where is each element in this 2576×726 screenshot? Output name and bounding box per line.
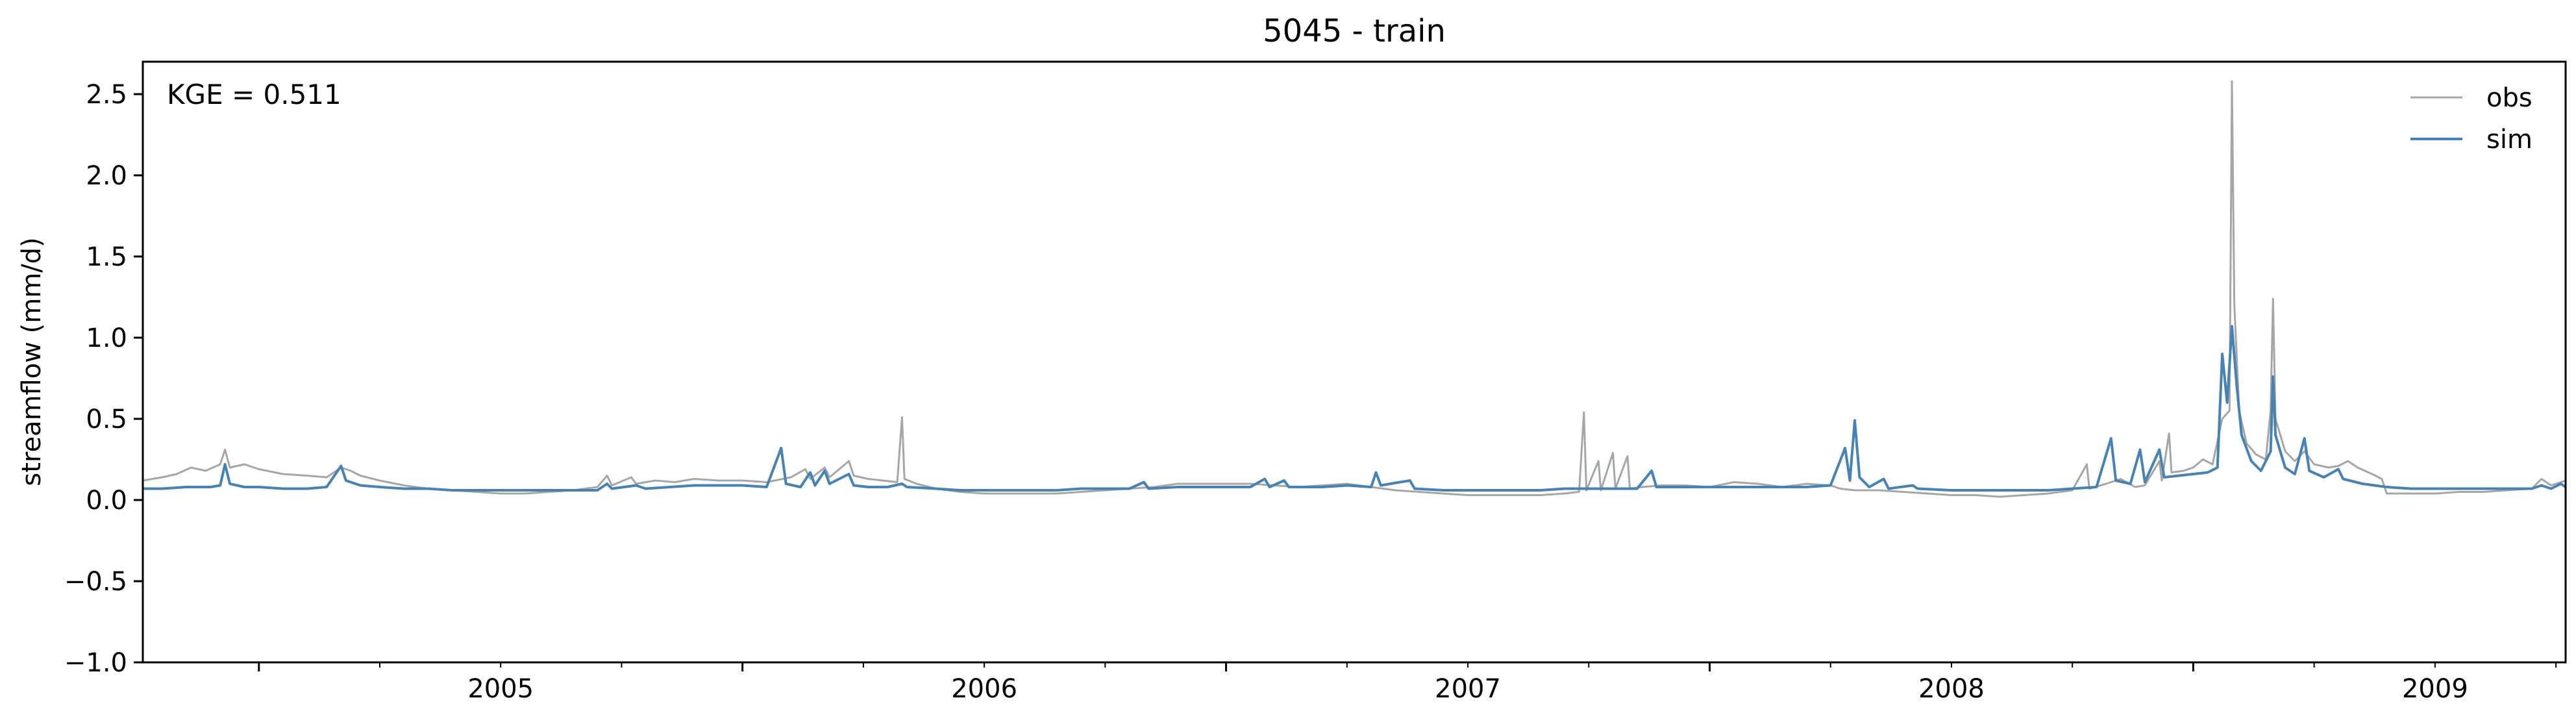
y-tick-label: 2.5 [86, 80, 127, 110]
legend-label-sim: sim [2486, 125, 2533, 155]
series-group [143, 80, 2566, 498]
y-tick-label: 1.0 [86, 323, 127, 353]
x-tick-label: 2005 [467, 674, 534, 704]
y-tick-label: −1.0 [64, 648, 127, 678]
y-axis-title: streamflow (mm/d) [17, 237, 47, 486]
chart-title: 5045 - train [1263, 13, 1446, 49]
x-tick-label: 2006 [951, 674, 1017, 704]
y-tick-label: −0.5 [64, 567, 127, 597]
x-tick-label: 2008 [1918, 674, 1985, 704]
x-tick-label: 2009 [2402, 674, 2468, 704]
kge-annotation: KGE = 0.511 [167, 79, 341, 110]
y-tick-label: 0.0 [86, 486, 127, 516]
series-line-obs [143, 80, 2566, 498]
x-tick-label: 2007 [1435, 674, 1501, 704]
plot-frame [142, 60, 2567, 664]
legend-label-obs: obs [2486, 83, 2533, 113]
y-tick-label: 0.5 [86, 405, 127, 434]
y-tick-label: 2.0 [86, 161, 127, 191]
legend: obs sim [2410, 83, 2533, 155]
x-axis: 2005 2006 2007 2008 2009 [258, 662, 2557, 704]
series-line-sim [143, 325, 2566, 492]
y-axis: −1.0 −0.5 0.0 0.5 1.0 1.5 2.0 2.5 [64, 80, 143, 678]
y-tick-label: 1.5 [86, 242, 127, 272]
